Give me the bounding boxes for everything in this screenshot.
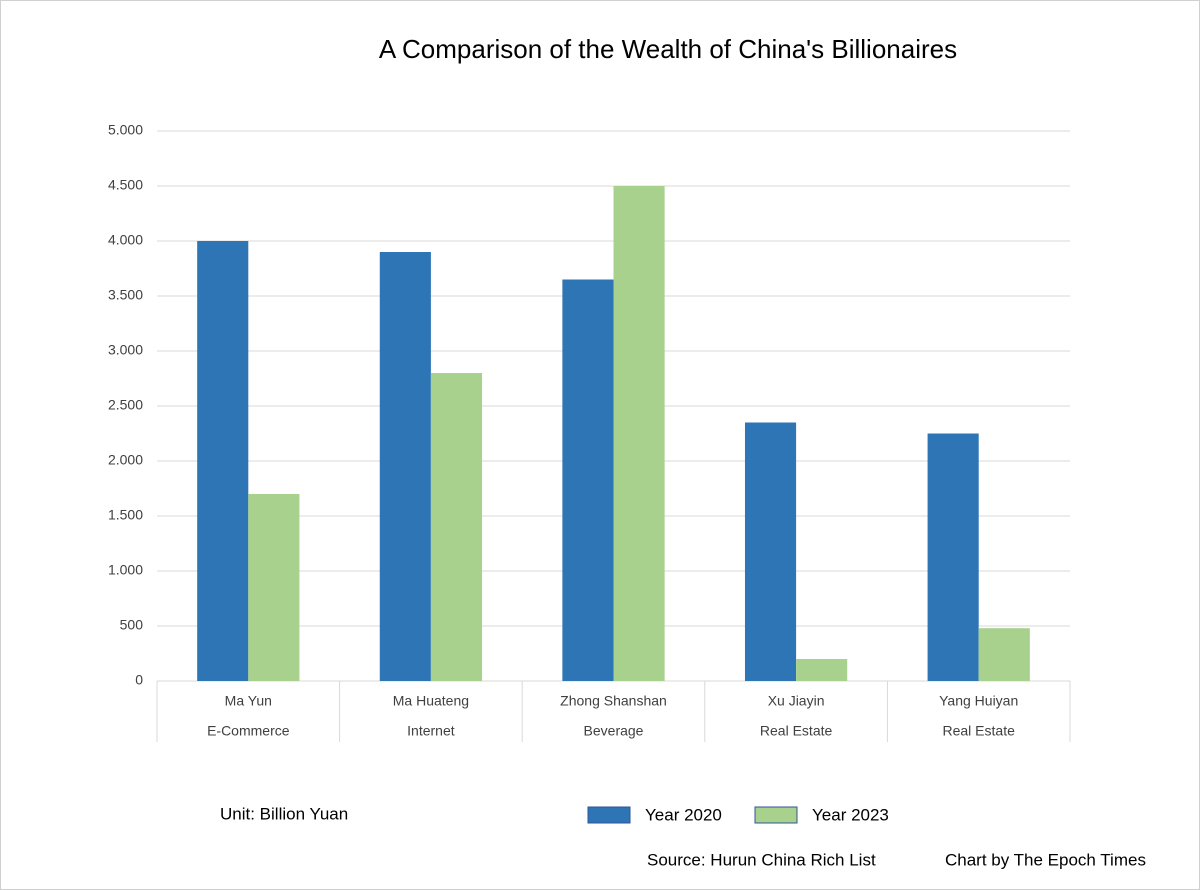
y-tick-label: 1.000	[108, 562, 143, 578]
credit: Chart by The Epoch Times	[945, 850, 1146, 869]
y-tick-label: 500	[120, 617, 144, 633]
y-tick-label: 1.500	[108, 507, 143, 523]
y-tick-label: 5.000	[108, 122, 143, 138]
legend-swatch	[754, 806, 798, 824]
bar	[248, 494, 300, 681]
bar	[978, 628, 1030, 681]
x-tick-label: Xu Jiayin	[768, 693, 825, 709]
bar	[613, 186, 665, 681]
bar	[562, 279, 614, 681]
bar	[430, 373, 483, 681]
x-sector-label: Real Estate	[760, 723, 833, 739]
y-tick-label: 4.500	[108, 177, 143, 193]
bar	[379, 252, 431, 681]
bar	[197, 241, 249, 681]
legend-swatch	[587, 806, 631, 824]
source: Source: Hurun China Rich List	[647, 850, 876, 869]
y-tick-label: 3.500	[108, 287, 143, 303]
bar	[927, 433, 979, 681]
y-tick-label: 0	[135, 672, 143, 688]
y-tick-label: 4.000	[108, 232, 143, 248]
chart-title: A Comparison of the Wealth of China's Bi…	[379, 34, 957, 64]
x-tick-label: Ma Yun	[225, 693, 272, 709]
x-sector-label: E-Commerce	[207, 723, 290, 739]
x-tick-label: Zhong Shanshan	[560, 693, 667, 709]
x-sector-label: Real Estate	[943, 723, 1016, 739]
x-sector-label: Internet	[407, 723, 455, 739]
bar	[796, 659, 848, 681]
x-tick-label: Ma Huateng	[393, 693, 469, 709]
unit-note: Unit: Billion Yuan	[220, 804, 348, 823]
y-tick-label: 2.000	[108, 452, 143, 468]
bar	[744, 422, 797, 681]
x-tick-label: Yang Huiyan	[939, 693, 1018, 709]
legend-label: Year 2020	[645, 805, 722, 824]
legend-label: Year 2023	[812, 805, 889, 824]
y-tick-label: 3.000	[108, 342, 143, 358]
y-tick-label: 2.500	[108, 397, 143, 413]
x-sector-label: Beverage	[584, 723, 644, 739]
